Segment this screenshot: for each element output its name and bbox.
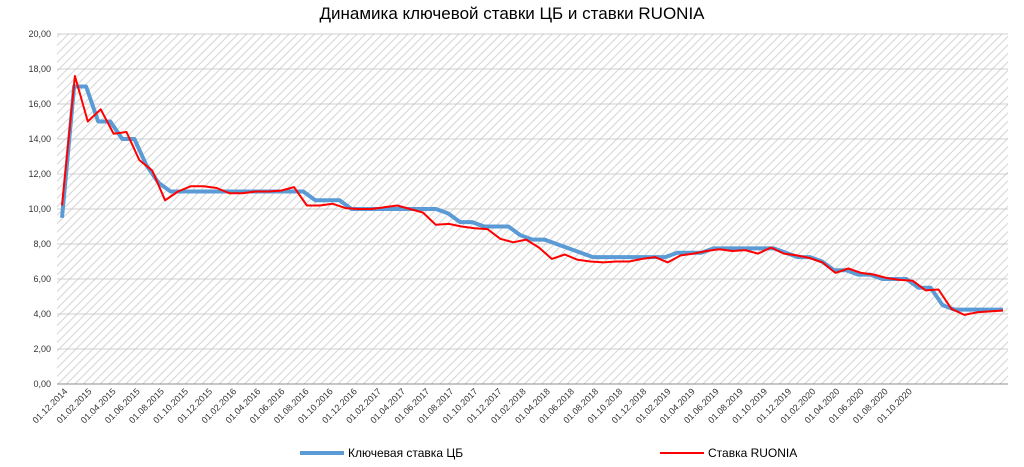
y-tick-label: 10,00 [28,204,51,214]
series-lines [60,75,1004,316]
legend-label-ruonia: Ставка RUONIA [708,446,798,460]
y-tick-label: 12,00 [28,169,51,179]
legend-item-ruonia: Ставка RUONIA [660,446,797,460]
y-tick-label: 0,00 [33,379,51,389]
legend-swatch-ruonia [660,452,704,454]
legend-item-key-rate: Ключевая ставка ЦБ [300,446,463,460]
y-tick-label: 16,00 [28,99,51,109]
gridlines [57,33,1008,385]
y-tick-label: 2,00 [33,344,51,354]
y-tick-label: 20,00 [28,29,51,39]
y-tick-label: 6,00 [33,274,51,284]
chart-title: Динамика ключевой ставки ЦБ и ставки RUO… [319,4,705,23]
legend-swatch-key-rate [300,451,344,455]
y-tick-label: 14,00 [28,134,51,144]
y-tick-label: 8,00 [33,239,51,249]
y-tick-label: 4,00 [33,309,51,319]
y-axis-ticks: 0,00 2,00 4,00 6,00 8,00 10,00 12,00 14,00 16,00… [28,29,51,389]
x-axis-ticks: 01.12.201401.02.201501.04.201501.06.2015… [31,386,914,425]
legend-label-key-rate: Ключевая ставка ЦБ [348,446,464,460]
legend: Ключевая ставка ЦБ Ставка RUONIA [0,446,1024,466]
series-line-key-rate [60,84,1003,312]
line-chart: 0,00 2,00 4,00 6,00 8,00 10,00 12,00 14,00 16,00… [28,29,1008,425]
series-line-ruonia [61,75,1004,316]
y-tick-label: 18,00 [28,64,51,74]
